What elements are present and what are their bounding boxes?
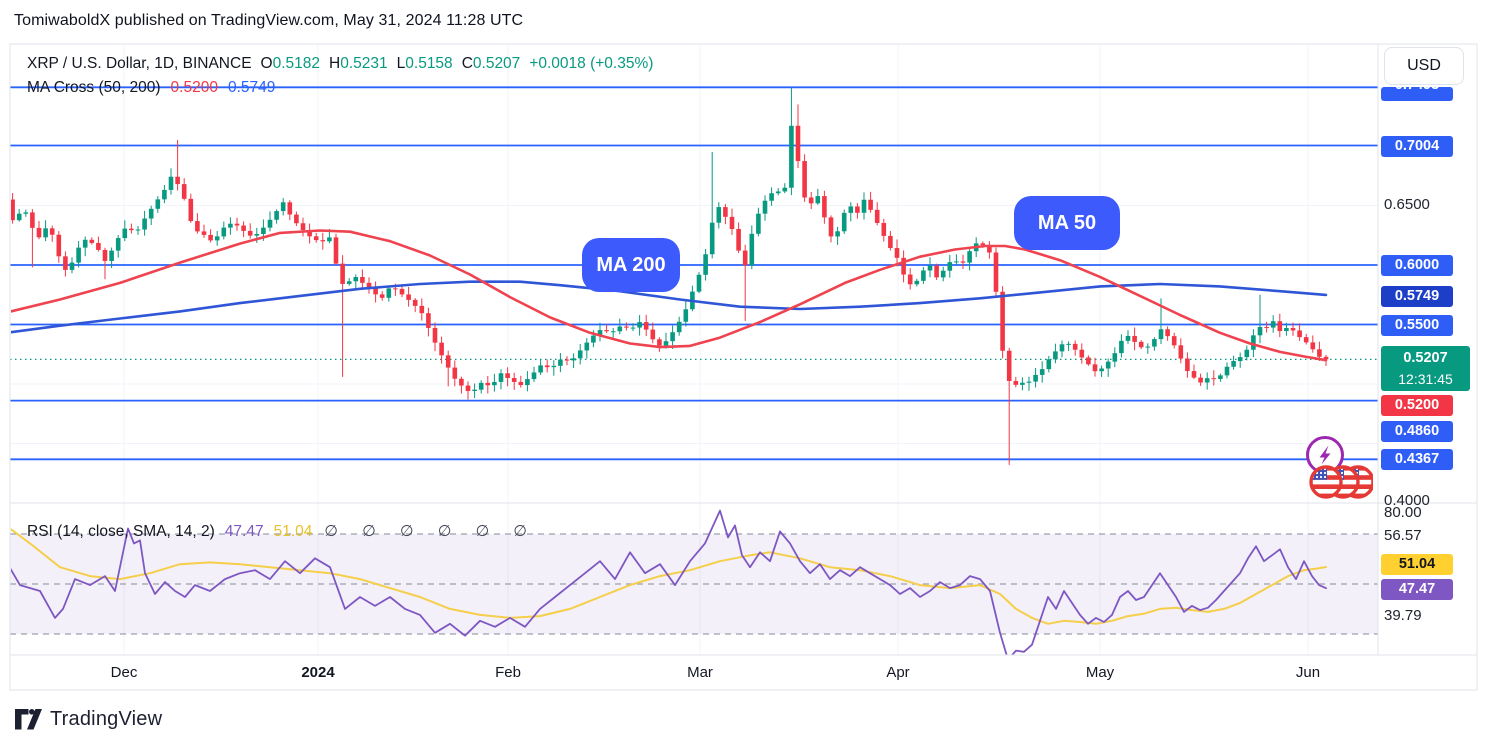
rsi-axis-label: 51.04 bbox=[1381, 553, 1453, 575]
ma-cross-title: MA Cross (50, 200) bbox=[27, 79, 161, 96]
price-axis-label: 0.4000 bbox=[1384, 492, 1430, 509]
publish-header: TomiwaboldX published on TradingView.com… bbox=[14, 12, 524, 29]
currency-toggle-button[interactable]: USD bbox=[1384, 47, 1464, 85]
time-axis-label: Jun bbox=[1295, 664, 1321, 681]
ohlc-key: O bbox=[260, 55, 273, 72]
current-price-label: 0.5207 12:31:45 bbox=[1381, 346, 1470, 391]
time-axis-label: May bbox=[1085, 664, 1115, 681]
ohlc-value: 0.5207 bbox=[472, 55, 521, 72]
time-axis-label: Apr bbox=[886, 664, 910, 681]
price-change: +0.0018 (+0.35%) bbox=[529, 55, 654, 72]
rsi-legend[interactable]: RSI (14, close, SMA, 14, 2) 47.47 51.04 ∅ ∅… bbox=[27, 522, 537, 541]
time-axis-label: Mar bbox=[687, 664, 713, 681]
ma200-badge[interactable]: MA 200 bbox=[582, 238, 680, 292]
current-price-value: 0.5207 bbox=[1403, 349, 1448, 366]
rsi-empty-slots: ∅ ∅ ∅ ∅ ∅ ∅ bbox=[324, 523, 537, 540]
ohlc-value: 0.5182 bbox=[272, 55, 321, 72]
tradingview-mark-icon bbox=[15, 709, 42, 730]
rsi-axis-label: 56.57 bbox=[1384, 527, 1422, 544]
rsi-value: 47.47 bbox=[224, 523, 264, 540]
time-axis-label: Dec bbox=[110, 664, 138, 681]
symbol-legend[interactable]: XRP / U.S. Dollar, 1D, BINANCE O0.5182 H0.… bbox=[27, 55, 653, 73]
price-axis-label: 0.5500 bbox=[1381, 314, 1453, 336]
event-marker-us-flags[interactable] bbox=[1307, 463, 1375, 508]
price-axis-label: 0.7004 bbox=[1381, 135, 1453, 157]
time-axis-label: 2024 bbox=[301, 664, 335, 681]
rsi-axis-label: 39.79 bbox=[1384, 607, 1422, 624]
ohlc-value: 0.5231 bbox=[340, 55, 388, 72]
price-axis-label: 0.4860 bbox=[1381, 420, 1453, 442]
price-axis-label: 0.5749 bbox=[1381, 285, 1453, 307]
bar-countdown: 12:31:45 bbox=[1398, 370, 1453, 387]
price-axis-label: 0.6500 bbox=[1384, 196, 1430, 213]
ohlc-key: L bbox=[396, 55, 406, 72]
rsi-axis-label: 80.00 bbox=[1384, 504, 1422, 521]
price-axis-label: 0.6000 bbox=[1381, 254, 1453, 276]
rsi-sma-value: 51.04 bbox=[273, 523, 313, 540]
rsi-title: RSI (14, close, SMA, 14, 2) bbox=[27, 523, 215, 540]
ma200-value: 0.5749 bbox=[227, 79, 276, 96]
ohlc-value: 0.5158 bbox=[405, 55, 453, 72]
ohlc-key: H bbox=[329, 55, 341, 72]
symbol-title: XRP / U.S. Dollar, 1D, BINANCE bbox=[27, 55, 252, 72]
price-axis-label: 0.5200 bbox=[1381, 394, 1453, 416]
time-axis-label: Feb bbox=[495, 664, 521, 681]
tradingview-logo-text: TradingView bbox=[50, 708, 163, 730]
ohlc-key: C bbox=[461, 55, 473, 72]
us-flag-icons bbox=[1309, 465, 1375, 499]
tradingview-logo[interactable]: TradingView bbox=[15, 708, 162, 731]
rsi-axis-label: 47.47 bbox=[1381, 578, 1453, 600]
ma50-value: 0.5200 bbox=[170, 79, 218, 96]
price-axis-label: 0.4367 bbox=[1381, 448, 1453, 470]
ma-cross-legend[interactable]: MA Cross (50, 200) 0.5200 0.5749 bbox=[27, 79, 275, 97]
ma50-badge[interactable]: MA 50 bbox=[1014, 196, 1120, 250]
price-axis-label: 0.7493 bbox=[1381, 87, 1453, 101]
